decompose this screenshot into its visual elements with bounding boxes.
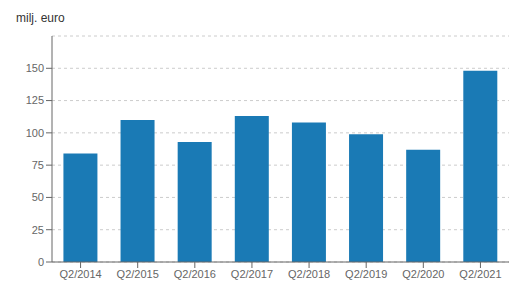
svg-text:Q2/2015: Q2/2015 — [117, 268, 159, 280]
svg-text:150: 150 — [26, 62, 44, 74]
svg-text:Q2/2020: Q2/2020 — [402, 268, 444, 280]
svg-text:Q2/2014: Q2/2014 — [59, 268, 101, 280]
svg-text:Q2/2021: Q2/2021 — [459, 268, 501, 280]
svg-text:Q2/2019: Q2/2019 — [345, 268, 387, 280]
svg-text:25: 25 — [32, 224, 44, 236]
svg-text:0: 0 — [38, 256, 44, 268]
svg-text:75: 75 — [32, 159, 44, 171]
svg-text:50: 50 — [32, 191, 44, 203]
svg-text:Q2/2018: Q2/2018 — [288, 268, 330, 280]
svg-text:100: 100 — [26, 127, 44, 139]
svg-text:Q2/2016: Q2/2016 — [174, 268, 216, 280]
svg-text:Q2/2017: Q2/2017 — [231, 268, 273, 280]
html-text:milj. euro: milj. euro — [16, 11, 65, 25]
svg-text:125: 125 — [26, 94, 44, 106]
